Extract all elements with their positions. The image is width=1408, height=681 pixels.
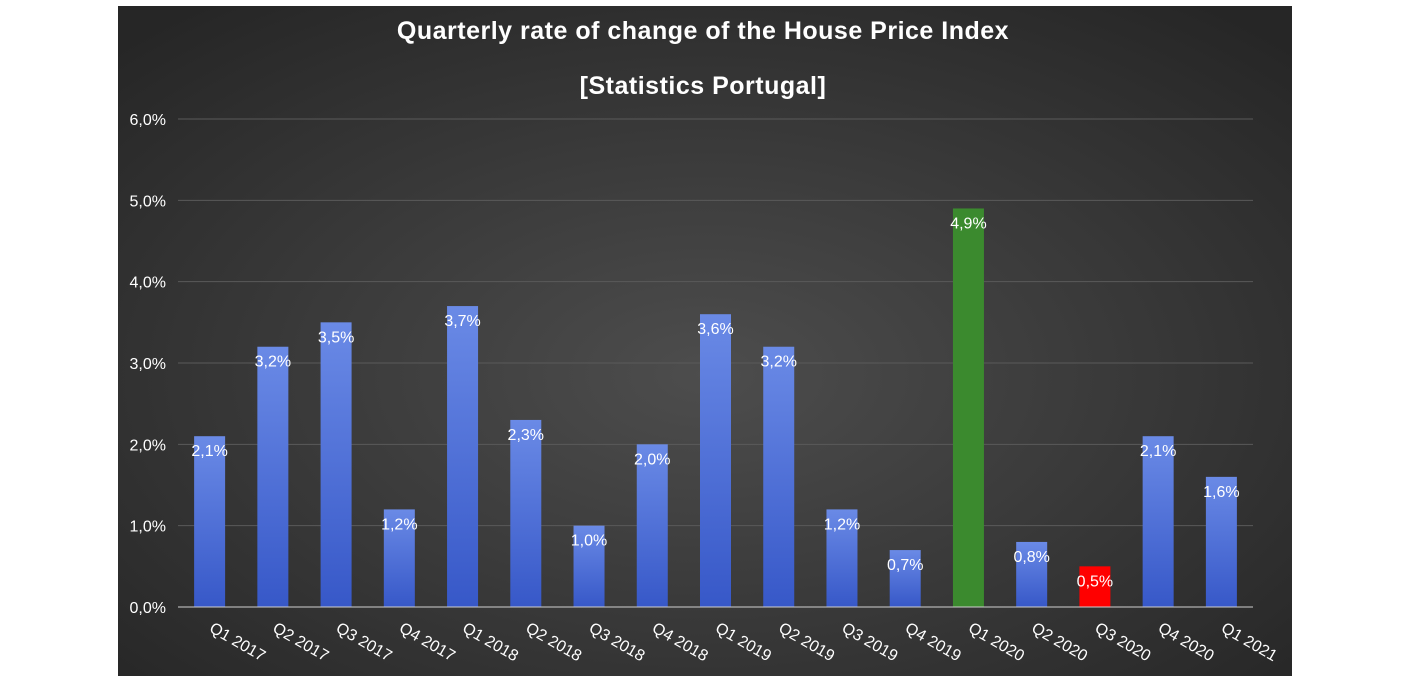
- bar: [1079, 566, 1111, 607]
- data-label: 0,7%: [887, 557, 923, 574]
- data-label: 1,6%: [1203, 484, 1239, 501]
- y-tick-label: 3,0%: [130, 356, 166, 373]
- bar: [573, 525, 605, 607]
- data-label: 1,2%: [824, 516, 860, 533]
- data-label: 2,1%: [191, 443, 227, 460]
- data-label: 3,6%: [697, 321, 733, 338]
- data-label: 3,5%: [318, 329, 354, 346]
- data-label: 2,1%: [1140, 443, 1176, 460]
- data-label: 1,0%: [571, 533, 607, 550]
- bar: [1016, 541, 1048, 607]
- bar: [1205, 476, 1237, 607]
- bars: [194, 208, 1237, 607]
- y-tick-label: 6,0%: [130, 112, 166, 129]
- bar: [510, 419, 542, 607]
- bar: [636, 444, 668, 607]
- bar-chart: Quarterly rate of change of the House Pr…: [118, 6, 1292, 676]
- bar: [383, 509, 415, 607]
- data-label: 3,7%: [444, 313, 480, 330]
- data-label: 1,2%: [381, 516, 417, 533]
- bar: [763, 346, 795, 607]
- bar: [1142, 436, 1174, 607]
- data-label: 2,3%: [508, 427, 544, 444]
- bar: [700, 314, 731, 607]
- y-tick-label: 1,0%: [130, 519, 166, 536]
- bar: [952, 208, 984, 607]
- y-axis-ticks: 0,0% 1,0% 2,0% 3,0% 4,0% 5,0% 6,0%: [130, 112, 166, 617]
- data-label: 4,9%: [950, 215, 986, 232]
- bar: [889, 550, 921, 607]
- data-label: 0,5%: [1077, 573, 1113, 590]
- y-tick-label: 2,0%: [130, 437, 166, 454]
- y-tick-label: 5,0%: [130, 193, 166, 210]
- bar: [320, 322, 352, 607]
- bar: [447, 306, 479, 607]
- bar: [257, 346, 289, 607]
- data-label: 3,2%: [255, 354, 291, 371]
- data-labels: 2,1% 3,2% 3,5% 1,2% 3,7% 2,3% 1,0% 2,0% 3,6% 3,2%…: [191, 215, 1239, 590]
- chart-subtitle: [Statistics Portugal]: [580, 72, 827, 100]
- data-label: 2,0%: [634, 451, 670, 468]
- chart-title: Quarterly rate of change of the House Pr…: [397, 17, 1009, 45]
- data-label: 3,2%: [761, 354, 797, 371]
- y-tick-label: 4,0%: [130, 275, 166, 292]
- bar: [826, 509, 858, 607]
- chart-container: Quarterly rate of change of the House Pr…: [118, 6, 1292, 676]
- data-label: 0,8%: [1013, 549, 1049, 566]
- y-tick-label: 0,0%: [130, 600, 166, 617]
- bar: [194, 436, 226, 607]
